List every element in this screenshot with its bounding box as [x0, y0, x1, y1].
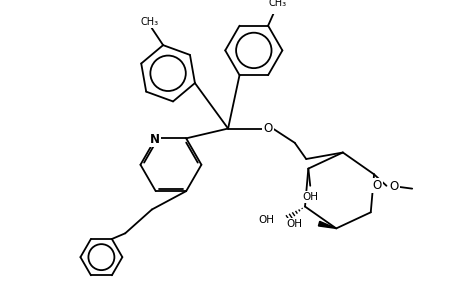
Polygon shape [318, 221, 336, 228]
Text: CH₃: CH₃ [140, 17, 158, 27]
Text: O: O [372, 179, 381, 192]
Text: CH₃: CH₃ [268, 0, 286, 8]
Text: O: O [389, 180, 398, 193]
Text: OH: OH [258, 215, 274, 225]
Text: N: N [150, 133, 159, 146]
Text: OH: OH [302, 192, 318, 202]
Text: O: O [263, 122, 272, 135]
Text: OH: OH [285, 219, 301, 229]
